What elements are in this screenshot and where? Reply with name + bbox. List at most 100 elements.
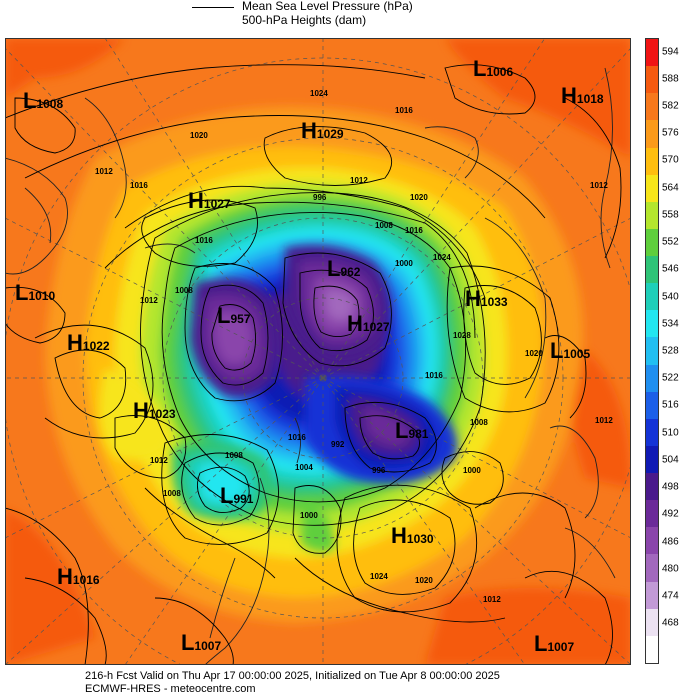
pressure-center: L957 (217, 303, 251, 328)
color-scale-label: 480 (662, 563, 679, 575)
color-scale-label: 486 (662, 536, 679, 548)
color-scale-label: 570 (662, 154, 679, 166)
isobar-label: 992 (331, 440, 345, 449)
isobar-label: 1008 (175, 286, 193, 295)
color-scale-label: 558 (662, 209, 679, 221)
isobar-label: 996 (313, 193, 327, 202)
isobar-legend-line (192, 7, 234, 8)
isobar-label: 1012 (595, 416, 613, 425)
color-scale-label: 510 (662, 427, 679, 439)
isobar-label: 1012 (140, 296, 158, 305)
color-scale-label: 492 (662, 508, 679, 520)
color-scale-bar (645, 38, 659, 664)
color-scale-cell (646, 608, 658, 636)
color-scale-label: 564 (662, 182, 679, 194)
color-scale-label: 504 (662, 454, 679, 466)
pressure-center: L1007 (534, 631, 574, 656)
isobar-label: 1016 (130, 181, 148, 190)
color-scale-cell (646, 635, 658, 663)
isobar-label: 1008 (470, 418, 488, 427)
pressure-center: L991 (220, 483, 254, 508)
trough-shading-west (190, 278, 279, 398)
pressure-center: H1018 (561, 83, 604, 108)
color-scale-cell (646, 39, 658, 67)
color-scale-label: 468 (662, 617, 679, 629)
color-scale-cell (646, 581, 658, 609)
isobar-label: 1020 (525, 349, 543, 358)
isobar-label: 1016 (405, 226, 423, 235)
pressure-center: H1030 (391, 523, 434, 548)
color-scale-cell (646, 147, 658, 175)
isobar-label: 1016 (195, 236, 213, 245)
color-scale-cell (646, 418, 658, 446)
color-scale-cell (646, 445, 658, 473)
color-scale-label: 522 (662, 372, 679, 384)
color-scale-label: 534 (662, 318, 679, 330)
isobar-label: 1012 (95, 167, 113, 176)
pressure-centers: L1008 L1006 H1018 H1029 H1027 L962 L1010… (15, 56, 604, 656)
pressure-center: H1022 (67, 330, 110, 355)
color-scale-label: 498 (662, 481, 679, 493)
isobar-label: 1024 (433, 253, 451, 262)
color-scale-cell (646, 120, 658, 148)
pressure-center: L981 (395, 418, 429, 443)
color-scale-label: 546 (662, 263, 679, 275)
header-subtitle: 500-hPa Heights (dam) (242, 13, 367, 27)
map-header: Mean Sea Level Pressure (hPa) 500-hPa He… (0, 0, 681, 36)
color-scale-cell (646, 527, 658, 555)
weather-map: 1016 1024 1020 1012 1016 1016 996 1012 1… (5, 38, 631, 665)
color-scale-cell (646, 364, 658, 392)
isobar-label: 1008 (225, 451, 243, 460)
isobar-label: 1012 (350, 176, 368, 185)
isobar-label: 1016 (425, 371, 443, 380)
pressure-center: L1006 (473, 56, 513, 81)
map-frame (5, 38, 631, 665)
color-scale-cell (646, 554, 658, 582)
pressure-center: H1016 (57, 564, 100, 589)
isobar-label: 1000 (300, 511, 318, 520)
isobar-label: 1012 (150, 456, 168, 465)
color-scale-cell (646, 256, 658, 284)
color-scale-label: 594 (662, 46, 679, 58)
color-scale-label: 576 (662, 127, 679, 139)
pressure-center: H1027 (347, 311, 390, 336)
color-scale-label: 540 (662, 291, 679, 303)
isobar-label: 1020 (415, 576, 433, 585)
pressure-center: L1008 (23, 88, 63, 113)
map-footer: 216-h Fcst Valid on Thu Apr 17 00:00:00 … (0, 670, 681, 700)
color-scale-cell (646, 283, 658, 311)
trough-shading-central (285, 245, 391, 361)
isobar-labels: 1016 1024 1020 1012 1016 1016 996 1012 1… (95, 89, 613, 604)
color-scale-cell (646, 391, 658, 419)
color-scale-cell (646, 201, 658, 229)
isobar-label: 1020 (410, 193, 428, 202)
color-scale-label: 516 (662, 399, 679, 411)
color-scale-label: 588 (662, 73, 679, 85)
color-scale-cell (646, 310, 658, 338)
pressure-center: H1027 (188, 188, 231, 213)
color-scale-label: 582 (662, 100, 679, 112)
isobar-label: 1024 (370, 572, 388, 581)
isobar-label: 1012 (483, 595, 501, 604)
pressure-center: L1007 (181, 630, 221, 655)
color-scale-cell (646, 500, 658, 528)
pressure-center: H1029 (301, 118, 344, 143)
forecast-valid-text: 216-h Fcst Valid on Thu Apr 17 00:00:00 … (85, 670, 500, 682)
color-scale-cell (646, 337, 658, 365)
isobar-label: 1012 (590, 181, 608, 190)
isobar-label: 1016 (288, 433, 306, 442)
color-scale-label: 528 (662, 345, 679, 357)
isobars (5, 64, 622, 665)
source-text: ECMWF-HRES - meteocentre.com (85, 683, 256, 695)
color-scale-cell (646, 228, 658, 256)
header-title: Mean Sea Level Pressure (hPa) (242, 0, 413, 13)
color-scale-label: 552 (662, 236, 679, 248)
isobar-label: 1024 (310, 89, 328, 98)
isobar-label: 1016 (395, 106, 413, 115)
color-scale-cell (646, 473, 658, 501)
color-scale-cell (646, 66, 658, 94)
pressure-center: L1010 (15, 280, 55, 305)
coastlines (5, 67, 616, 665)
trough-shading-east (305, 375, 457, 484)
pressure-center: L1005 (550, 338, 590, 363)
